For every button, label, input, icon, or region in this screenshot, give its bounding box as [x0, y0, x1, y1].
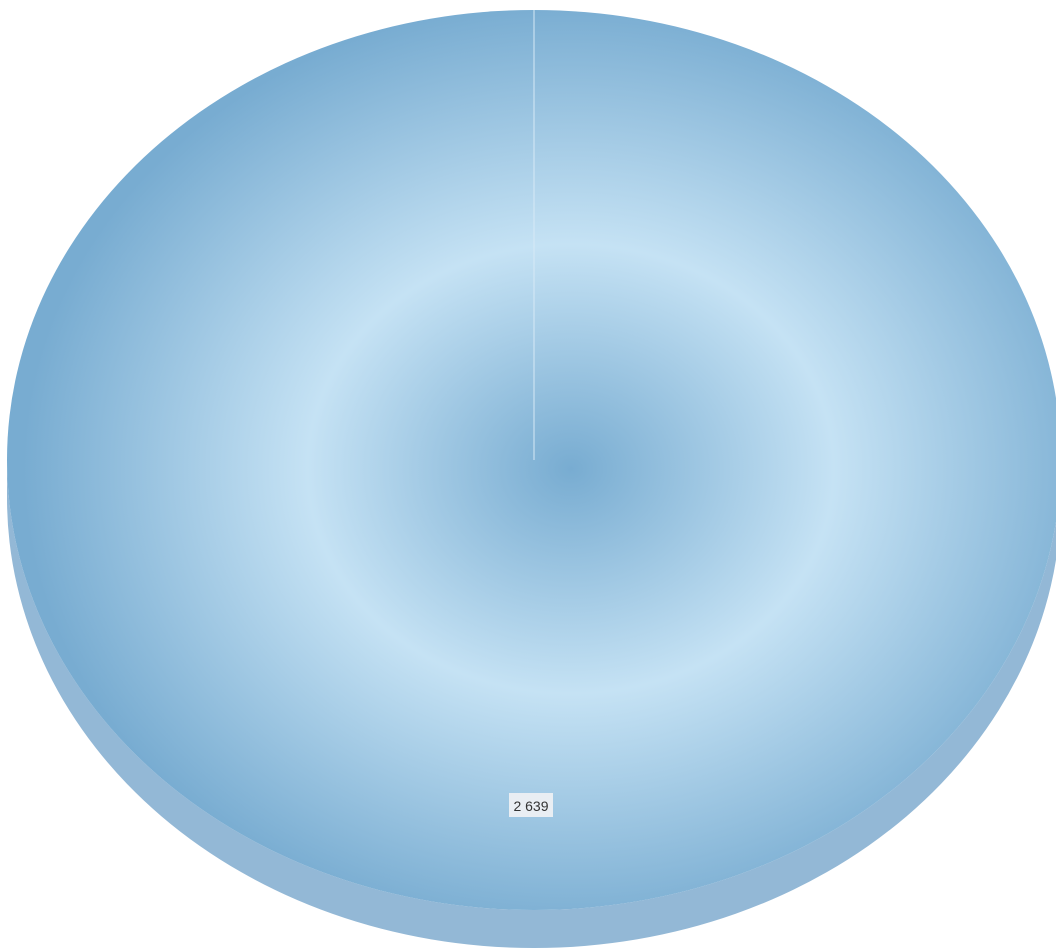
- data-label-text: 2 639: [513, 798, 548, 814]
- pie-slice[interactable]: [7, 10, 1056, 910]
- data-label: 2 639: [509, 793, 553, 817]
- data-label-background: [509, 793, 553, 817]
